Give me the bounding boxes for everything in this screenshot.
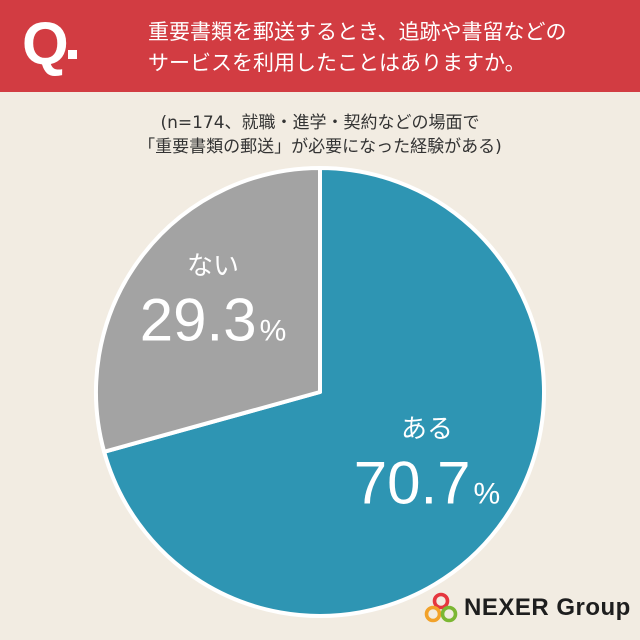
slice-value-yes: 70.7% [354,449,500,516]
nexer-logo-icon [424,592,458,623]
slice-value-no: 29.3% [140,287,286,354]
pie-slice-yes [102,166,546,618]
survey-note-line-1: (n=174、就職・進学・契約などの場面で [160,113,480,133]
slice-label-yes: ある [401,413,453,443]
logo-text: NEXER Group [464,594,631,621]
pie-slice-no [94,166,322,454]
question-line-2: サービスを利用したことはありますか。 [148,51,526,75]
question-text: 重要書類を郵送するとき、追跡や書留などの サービスを利用したことはありますか。 [148,17,628,79]
question-mark: Q [22,10,69,77]
survey-note: (n=174、就職・進学・契約などの場面で 「重要書類の郵送」が必要になった経験… [0,111,640,159]
question-line-1: 重要書類を郵送するとき、追跡や書留などの [148,20,567,44]
question-mark-dot [68,50,77,59]
slice-label-no: ない [187,251,239,281]
question-banner: Q 重要書類を郵送するとき、追跡や書留などの サービスを利用したことはありますか… [0,0,640,92]
survey-note-line-2: 「重要書類の郵送」が必要になった経験がある) [138,137,502,157]
nexer-group-logo: NEXER Group [424,592,631,624]
